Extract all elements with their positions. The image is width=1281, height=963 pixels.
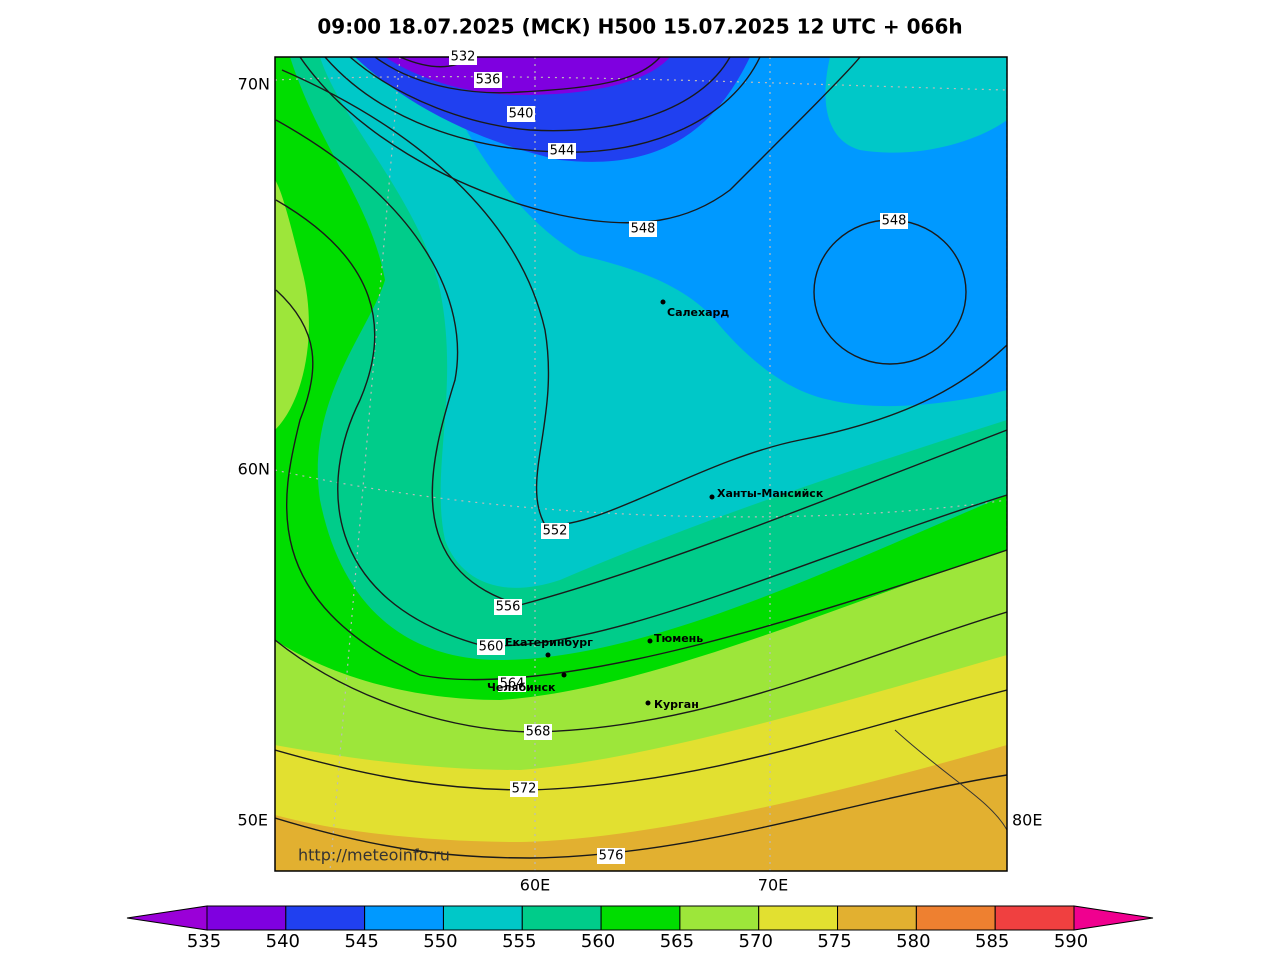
contour-label-bg xyxy=(629,221,657,237)
contour-label: 564 xyxy=(500,677,525,692)
contour-label: 532 xyxy=(451,50,476,65)
colorbar-label: 585 xyxy=(975,931,1009,952)
lon-label: 50E xyxy=(238,811,268,830)
colorbar-label: 580 xyxy=(896,931,930,952)
colorbar-label: 555 xyxy=(502,931,536,952)
contour xyxy=(349,57,731,132)
contour-label-bg xyxy=(597,848,625,864)
colorbar-box xyxy=(600,905,681,931)
city-label: Екатеринбург xyxy=(505,636,593,649)
contour-label-bg xyxy=(548,143,576,159)
contour-label-bg xyxy=(880,213,908,229)
lon-label: 60E xyxy=(520,876,550,895)
colorbar-box xyxy=(442,905,523,931)
contour-label-bg xyxy=(510,781,538,797)
city-label: Тюмень xyxy=(654,632,703,645)
contour xyxy=(275,774,1007,859)
contour-label-bg xyxy=(524,724,552,740)
lon-label: 70E xyxy=(758,876,788,895)
colorbar-label: 550 xyxy=(423,931,457,952)
city-dot xyxy=(660,299,666,305)
contour-label-bg xyxy=(494,599,522,615)
map xyxy=(275,57,1007,871)
lat-label: 70N xyxy=(238,75,270,94)
city-label: Салехард xyxy=(667,306,729,319)
contour xyxy=(275,689,1007,791)
contour-label: 568 xyxy=(526,725,551,740)
colorbar-box xyxy=(994,905,1075,931)
lat-label: 60N xyxy=(238,460,270,479)
source: http://meteoinfo.ru xyxy=(298,846,450,865)
contour-label: 576 xyxy=(599,849,624,864)
colorbar-box xyxy=(285,905,366,931)
colorbar-box xyxy=(758,905,839,931)
contour xyxy=(275,119,1007,606)
colorbar-box xyxy=(521,905,602,931)
contour-label-bg xyxy=(541,523,569,539)
contour-label: 552 xyxy=(543,524,568,539)
contour-label: 540 xyxy=(509,107,534,122)
city-dot xyxy=(647,638,653,644)
cities: Салехард Ханты-Мансийск Екатеринбург Тюм… xyxy=(487,299,824,711)
colorbar-label: 565 xyxy=(660,931,694,952)
lon-label: 80E xyxy=(1012,811,1042,830)
contour-label-bg xyxy=(474,72,502,88)
contour xyxy=(374,57,661,94)
colorbar-box xyxy=(364,905,444,931)
city-label: Курган xyxy=(654,698,699,711)
city-dot xyxy=(561,672,567,678)
colorbar-label: 540 xyxy=(266,931,300,952)
contour-label-bg xyxy=(449,49,477,65)
band xyxy=(385,57,670,95)
contour-label-bg xyxy=(477,639,505,655)
contour-label-bg xyxy=(498,676,526,692)
city-dot xyxy=(709,494,715,500)
contour-label: 572 xyxy=(512,782,537,797)
colorbar-label: 570 xyxy=(739,931,773,952)
colorbar-extend xyxy=(1073,905,1154,931)
contour xyxy=(275,611,1007,733)
city-dot xyxy=(545,652,551,658)
contour-label: 548 xyxy=(882,214,907,229)
colorbar: 535 540 545 550 555 560 565 570 575 580 585 590 xyxy=(126,905,1154,952)
colorbar-label: 590 xyxy=(1054,931,1088,952)
colorbar-label: 560 xyxy=(581,931,615,952)
contour-label-bg xyxy=(507,106,535,122)
contour-label: 548 xyxy=(631,222,656,237)
colorbar-label: 545 xyxy=(344,931,378,952)
border xyxy=(894,729,1007,831)
colorbar-label: 535 xyxy=(187,931,221,952)
city-dot xyxy=(645,700,651,706)
colorbar-box xyxy=(679,905,760,931)
contour xyxy=(275,289,1007,681)
contour-label: 544 xyxy=(550,144,575,159)
contour xyxy=(275,199,1007,647)
grid xyxy=(275,57,1007,871)
contour-label: 536 xyxy=(476,73,501,88)
colorbar-box xyxy=(915,905,996,931)
map-frame xyxy=(274,56,1008,872)
city-label: Ханты-Мансийск xyxy=(717,487,824,500)
city-label: Челябинск xyxy=(487,681,556,694)
colorbar-box xyxy=(837,905,917,931)
title: 09:00 18.07.2025 (МСК) H500 15.07.2025 1… xyxy=(317,15,962,39)
contour-label: 556 xyxy=(496,600,521,615)
colorbar-box xyxy=(206,905,287,931)
colorbar-extend xyxy=(126,905,208,931)
contour-label: 560 xyxy=(479,640,504,655)
colorbar-label: 575 xyxy=(817,931,851,952)
